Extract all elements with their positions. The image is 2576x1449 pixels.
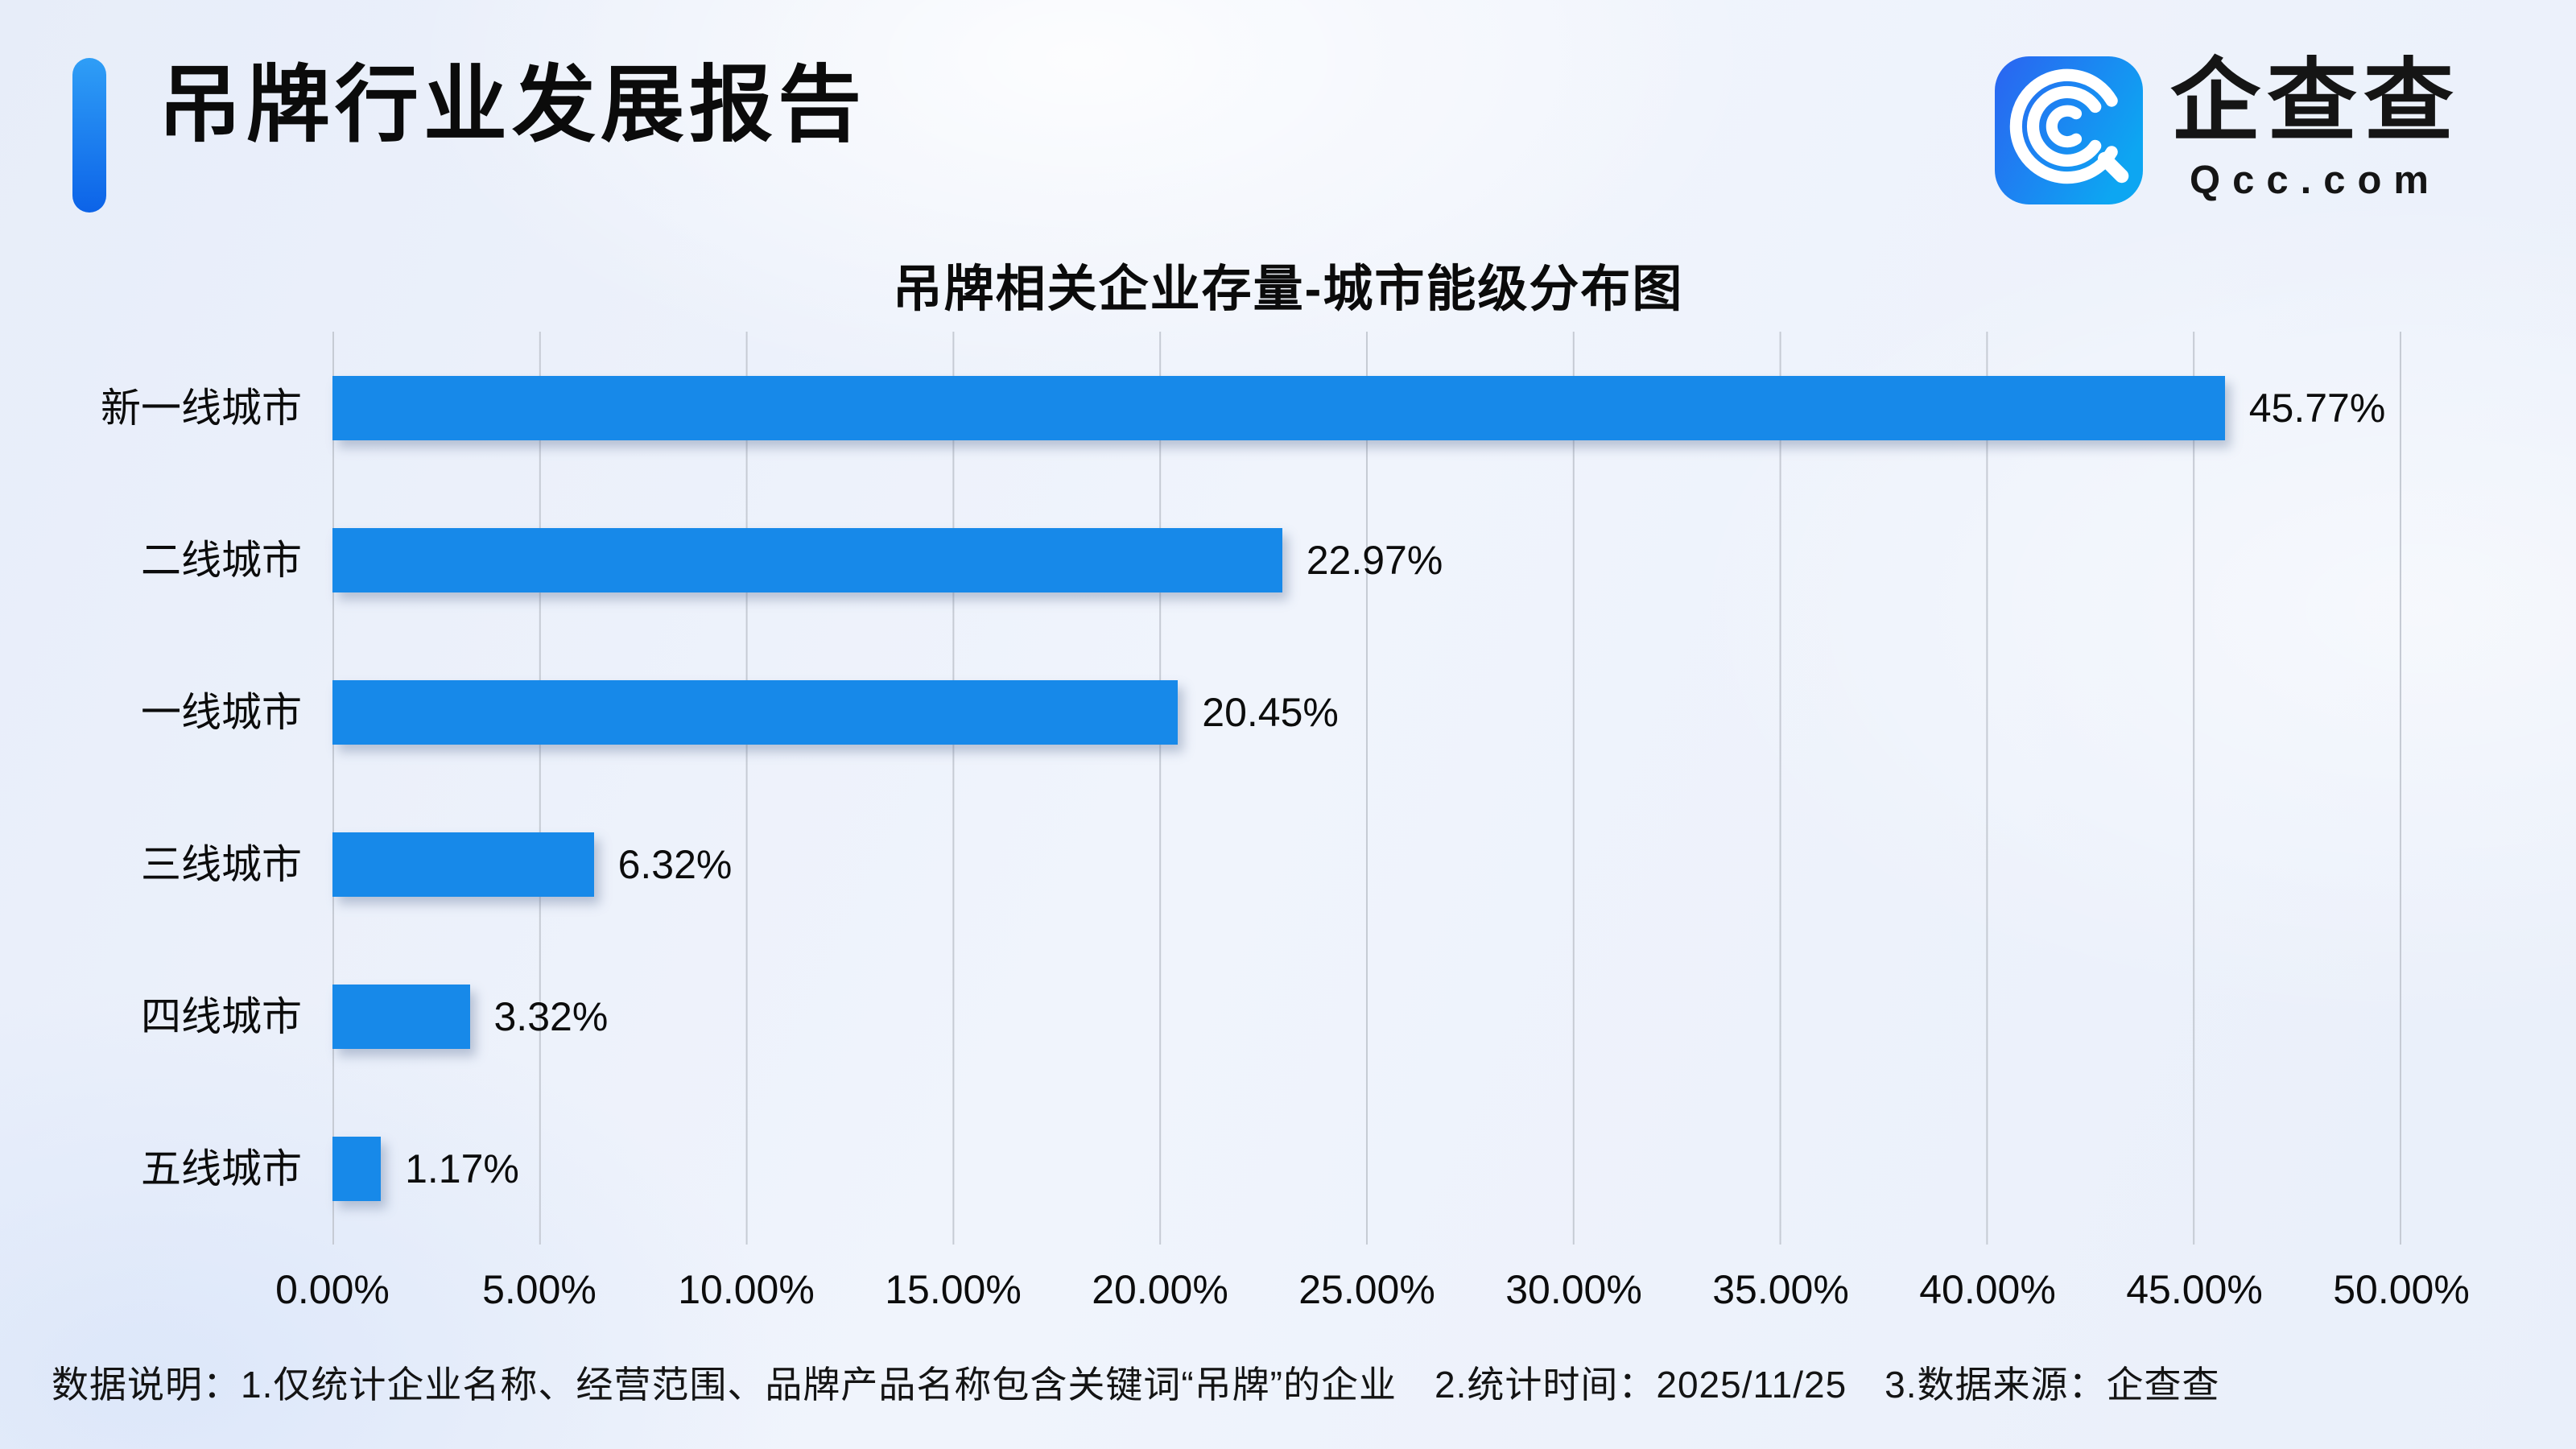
x-axis: 0.00% 5.00% 10.00% 15.00% 20.00% 25.00% 30.00%… [275, 1265, 2470, 1322]
x-tick-label: 40.00% [1919, 1267, 2056, 1312]
bar-row: 四线城市 3.32% [141, 940, 2400, 1092]
category-label: 三线城市 [141, 841, 302, 887]
x-tick-label: 30.00% [1505, 1267, 1642, 1312]
bar [332, 679, 1179, 745]
report-title: 吊牌行业发展报告 [158, 59, 867, 152]
bar [332, 984, 470, 1049]
bar-row: 五线城市 1.17% [141, 1092, 2400, 1245]
category-label: 二线城市 [141, 537, 302, 583]
bar-value-label: 45.77% [2248, 385, 2386, 431]
x-tick-label: 50.00% [2333, 1267, 2470, 1312]
bar [332, 527, 1282, 592]
bar [332, 375, 2225, 440]
chart-plot-area: 新一线城市 45.77% 二线城市 22.97% 一线城市 20.45% 三线城市 6.32%… [101, 332, 2401, 1245]
chart-title: 吊牌相关企业存量-城市能级分布图 [892, 262, 1684, 317]
bar-value-label: 6.32% [617, 841, 733, 887]
x-tick-label: 15.00% [885, 1267, 1022, 1312]
bar [332, 832, 594, 897]
category-label: 四线城市 [141, 993, 302, 1039]
bar-row: 新一线城市 45.77% [101, 332, 2400, 484]
x-tick-label: 25.00% [1298, 1267, 1435, 1312]
logo-domain: Qcc.com [2190, 159, 2441, 202]
qcc-magnifier-icon [1995, 56, 2143, 204]
bar-value-label: 1.17% [405, 1146, 519, 1191]
qcc-logo: 企查查 Qcc.com [1995, 56, 2460, 204]
bar-value-label: 22.97% [1306, 537, 1443, 583]
bar-row: 一线城市 20.45% [141, 636, 2400, 788]
category-label: 一线城市 [141, 689, 302, 735]
bar-row: 二线城市 22.97% [141, 484, 2400, 636]
title-accent-bar [72, 58, 106, 213]
logo-text: 企查查 Qcc.com [2170, 56, 2460, 203]
bar-value-label: 20.45% [1202, 689, 1339, 735]
category-label: 五线城市 [141, 1146, 302, 1191]
bar [332, 1136, 382, 1201]
x-tick-label: 35.00% [1712, 1267, 1849, 1312]
x-tick-label: 10.00% [678, 1267, 815, 1312]
x-tick-label: 45.00% [2126, 1267, 2263, 1312]
bar-value-label: 3.32% [493, 993, 609, 1039]
x-tick-label: 20.00% [1092, 1267, 1228, 1312]
x-tick-label: 5.00% [482, 1267, 597, 1312]
category-label: 新一线城市 [101, 385, 302, 431]
logo-brand-name: 企查查 [2170, 51, 2460, 151]
bar-row: 三线城市 6.32% [141, 788, 2400, 940]
x-tick-label: 0.00% [275, 1267, 390, 1312]
footer-note: 数据说明：1.仅统计企业名称、经营范围、品牌产品名称包含关键词“吊牌”的企业 2… [52, 1364, 2220, 1406]
